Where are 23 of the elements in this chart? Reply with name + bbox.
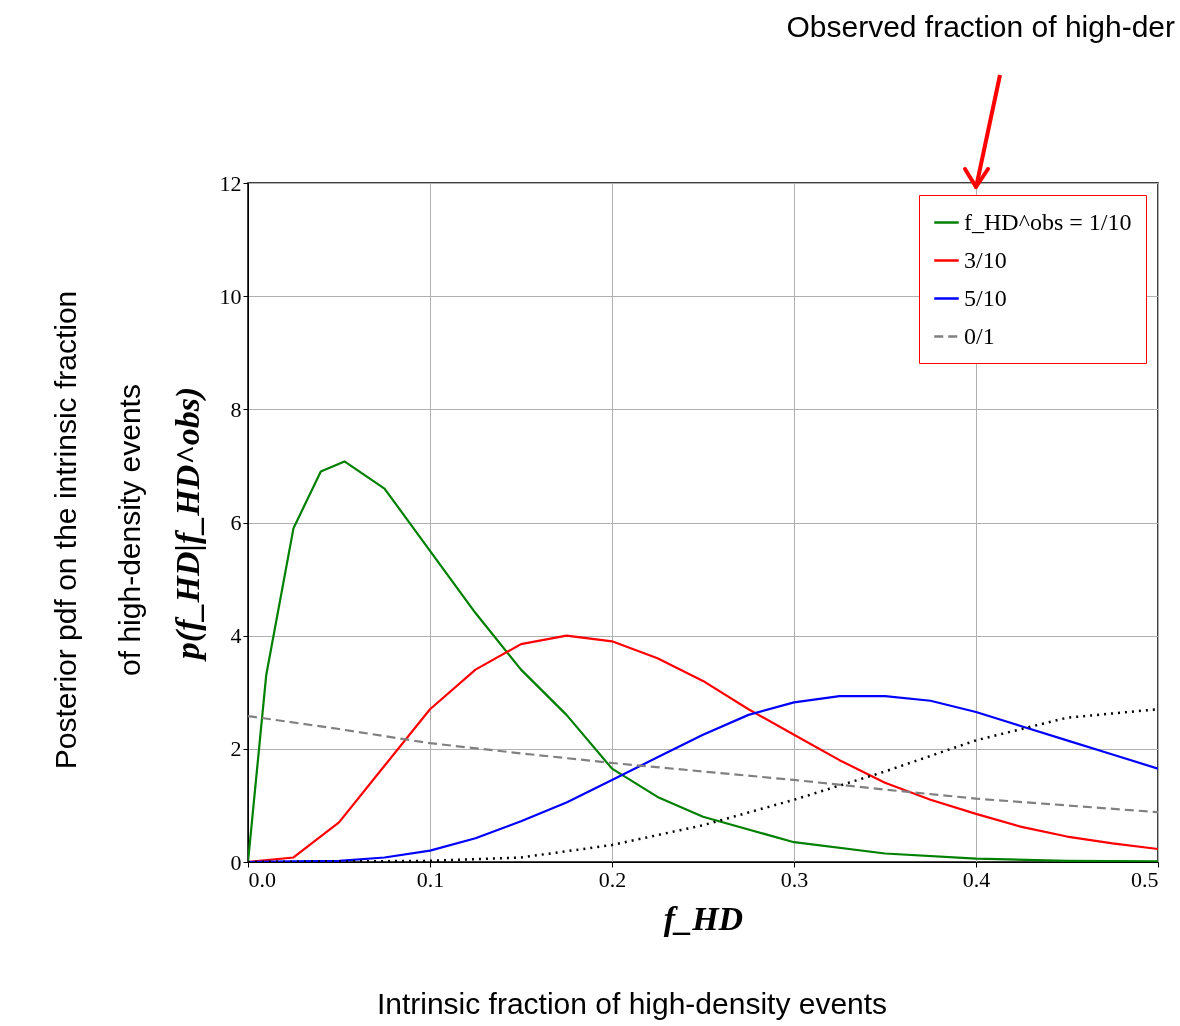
- y-tick-label: 10: [219, 283, 242, 309]
- y-tick-label: 0: [230, 849, 242, 875]
- line-series: [248, 714, 1158, 814]
- y-tick-label: 8: [230, 396, 242, 422]
- legend-label: 0/1: [964, 322, 995, 349]
- x-tick-label: 0.2: [598, 866, 627, 892]
- y-axis-title: p(f_HD|f_HD^obs): [168, 386, 207, 663]
- y-tick-label: 4: [230, 623, 242, 649]
- x-tick-label: 0.4: [962, 866, 991, 892]
- x-tick-label: 0.0: [248, 866, 276, 892]
- text: Observed fraction of high-der: [786, 10, 1175, 43]
- y-tick-label: 12: [219, 170, 242, 196]
- x-axis-title: f_HD: [663, 899, 744, 937]
- legend-label: 3/10: [964, 246, 1007, 273]
- text: Posterior pdf on the intrinsic fraction of high-density events: [49, 290, 146, 770]
- x-tick-label: 0.1: [416, 866, 445, 892]
- text: Intrinsic fraction of high-density events: [376, 987, 888, 1020]
- x-tick-label: 0.3: [780, 866, 809, 892]
- legend-label: f_HD^obs = 1/10: [964, 208, 1132, 235]
- legend-label: 5/10: [964, 284, 1007, 311]
- y-tick-label: 6: [230, 510, 242, 535]
- y-tick-label: 2: [230, 736, 242, 762]
- x-tick-label: 0.5: [1131, 866, 1159, 892]
